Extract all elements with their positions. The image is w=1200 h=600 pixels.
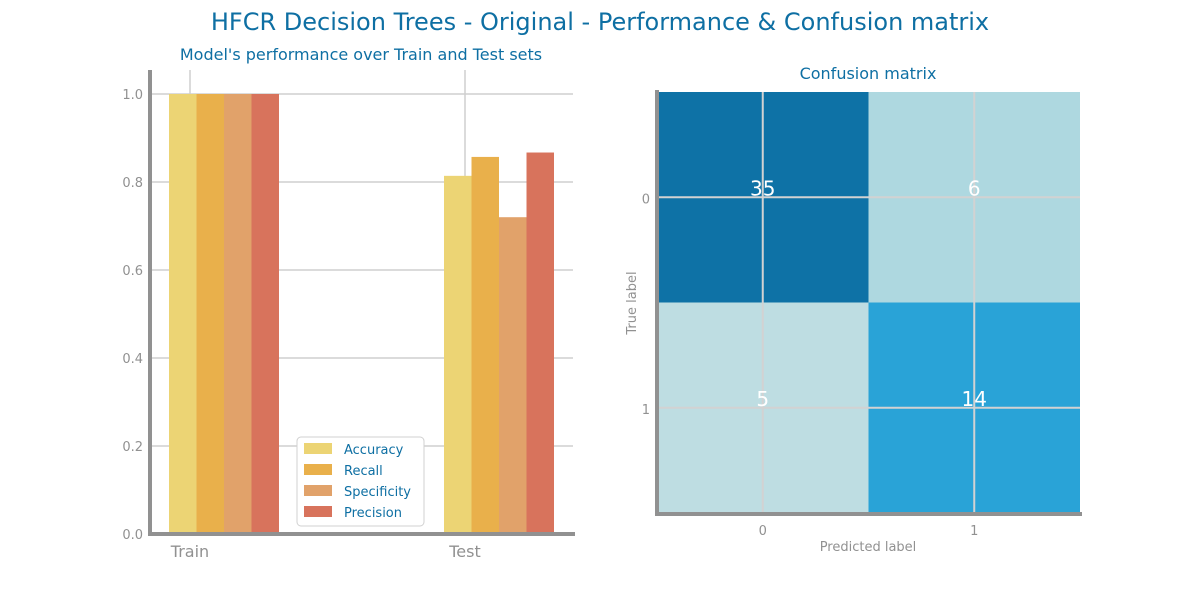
bar-recall-train [196,94,224,534]
cm-xtick-label: 1 [970,524,978,539]
bar-precision-test [526,152,554,534]
cm-value-0-1: 6 [968,176,981,200]
bar-chart-title: Model's performance over Train and Test … [180,45,542,64]
bar-xtick-label: Test [448,542,481,561]
cm-value-0-0: 35 [750,176,775,200]
bar-ytick-label: 0.4 [122,352,143,367]
figure-title: HFCR Decision Trees - Original - Perform… [210,8,990,36]
bar-ytick-label: 0.2 [122,440,143,455]
legend-label-recall: Recall [344,464,383,479]
legend-label-accuracy: Accuracy [344,443,404,458]
cm-value-1-0: 5 [756,387,769,411]
bar-ytick-label: 0.0 [122,528,143,543]
bar-ytick-label: 0.6 [122,264,143,279]
cm-ylabel: True label [625,271,640,335]
legend-label-specificity: Specificity [344,485,411,500]
legend-swatch-recall [304,464,332,475]
cm-ytick-label: 1 [642,403,650,418]
bar-specificity-train [224,94,252,534]
bar-ytick-label: 0.8 [122,176,143,191]
bar-specificity-test [499,217,527,534]
legend-label-precision: Precision [344,506,402,521]
cm-xtick-label: 0 [759,524,767,539]
bar-xtick-label: Train [170,542,209,561]
cm-title: Confusion matrix [800,64,937,83]
bar-accuracy-train [169,94,197,534]
legend-swatch-accuracy [304,443,332,454]
bar-legend-frame [296,436,425,527]
cm-ytick-label: 0 [642,192,650,207]
legend-swatch-specificity [304,485,332,496]
bar-ytick-label: 1.0 [122,88,143,103]
bar-legend: Accuracy Recall Specificity Precision [296,436,425,527]
legend-swatch-precision [304,506,332,517]
cm-value-1-1: 14 [962,387,987,411]
bar-recall-test [471,156,499,535]
cm-xlabel: Predicted label [820,540,917,555]
bar-accuracy-test [444,175,472,534]
bar-precision-train [251,94,279,534]
